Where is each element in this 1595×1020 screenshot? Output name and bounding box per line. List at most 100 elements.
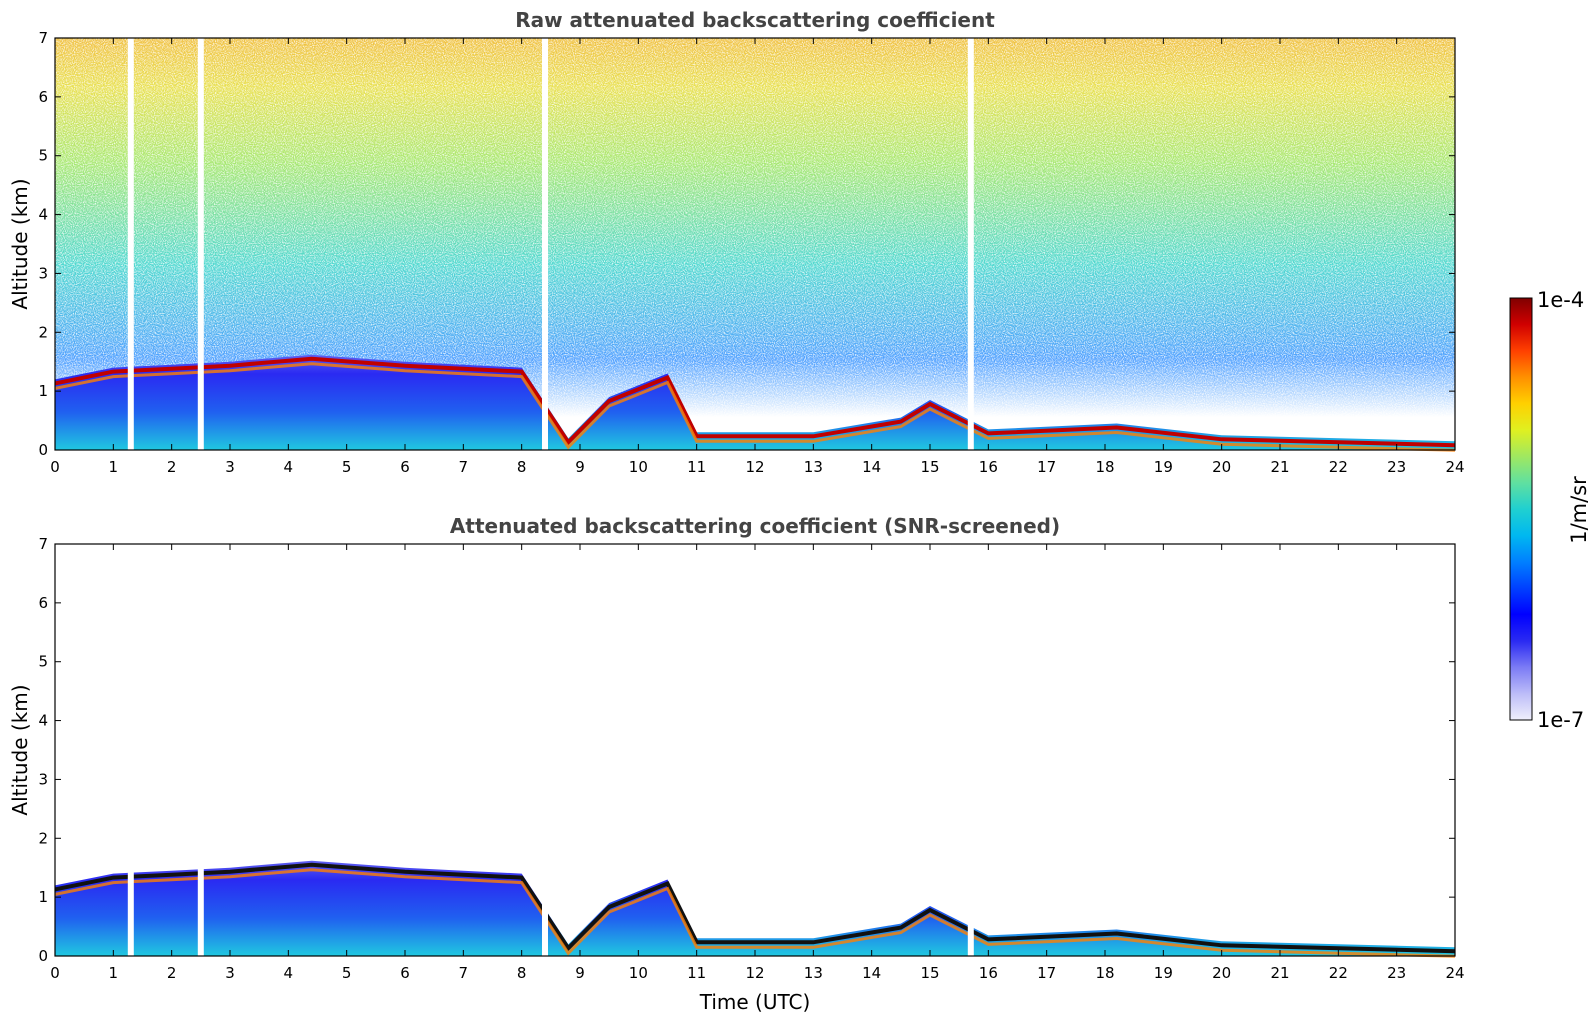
- x-tick-label: 5: [342, 964, 352, 982]
- raw-data-gaps: [127, 38, 974, 450]
- y-tick-label: 2: [38, 829, 48, 847]
- y-tick-label: 7: [38, 29, 48, 47]
- data-gap: [197, 38, 204, 450]
- y-tick-label: 0: [38, 441, 48, 459]
- screened-panel: Attenuated backscattering coefficient (S…: [8, 514, 1465, 1014]
- x-tick-label: 9: [575, 964, 585, 982]
- x-tick-label: 12: [745, 964, 764, 982]
- x-tick-label: 0: [50, 964, 60, 982]
- data-gap: [542, 544, 548, 956]
- x-tick-label: 19: [1154, 458, 1173, 476]
- raw-y-axis: 0 1 2 3 4 5 6 7: [38, 29, 1455, 459]
- y-tick-label: 3: [38, 770, 48, 788]
- x-tick-label: 11: [687, 964, 706, 982]
- y-tick-label: 6: [38, 594, 48, 612]
- x-tick-label: 8: [517, 458, 527, 476]
- x-tick-label: 5: [342, 458, 352, 476]
- data-gap: [967, 38, 974, 450]
- x-tick-label: 12: [745, 458, 764, 476]
- y-tick-label: 2: [38, 323, 48, 341]
- x-tick-label: 19: [1154, 964, 1173, 982]
- x-tick-label: 13: [804, 964, 823, 982]
- y-tick-label: 5: [38, 147, 48, 165]
- x-tick-label: 14: [862, 458, 881, 476]
- raw-y-axis-label: Altitude (km): [8, 178, 32, 309]
- y-tick-label: 5: [38, 653, 48, 671]
- x-tick-label: 21: [1270, 964, 1289, 982]
- x-tick-label: 11: [687, 458, 706, 476]
- x-tick-label: 7: [459, 458, 469, 476]
- x-tick-label: 15: [920, 964, 939, 982]
- x-tick-label: 16: [979, 964, 998, 982]
- raw-heatmap: [54, 38, 1456, 452]
- x-axis-label: Time (UTC): [699, 990, 811, 1014]
- data-gap: [127, 544, 134, 956]
- x-tick-label: 16: [979, 458, 998, 476]
- y-tick-label: 4: [38, 712, 48, 730]
- x-tick-label: 23: [1387, 458, 1406, 476]
- x-tick-label: 20: [1212, 458, 1231, 476]
- raw-panel-title: Raw attenuated backscattering coefficien…: [515, 8, 995, 32]
- colorbar-unit-label: 1/m/sr: [1567, 476, 1591, 544]
- data-gap: [967, 544, 974, 956]
- boundary-layer-top: [54, 356, 1456, 448]
- x-tick-label: 3: [225, 458, 235, 476]
- screened-y-axis-label: Altitude (km): [8, 684, 32, 815]
- x-tick-label: 7: [459, 964, 469, 982]
- data-gap: [127, 38, 134, 450]
- x-tick-label: 2: [167, 964, 177, 982]
- y-tick-label: 7: [38, 535, 48, 553]
- x-tick-label: 15: [920, 458, 939, 476]
- colorbar: 1e-4 1e-7 1/m/sr: [1509, 288, 1591, 732]
- x-tick-label: 1: [109, 964, 119, 982]
- y-tick-label: 1: [38, 382, 48, 400]
- screened-x-axis: 0 1 2 3 4 5 6 7 8 9 10 11 12 13 14 15 16 17 18 19 20 21 22 23 24: [50, 544, 1465, 982]
- boundary-layer-edge: [54, 868, 1456, 958]
- x-tick-label: 4: [284, 964, 294, 982]
- x-tick-label: 4: [284, 458, 294, 476]
- screened-boundary-layer: [54, 860, 1456, 958]
- colorbar-scale: [1509, 297, 1533, 721]
- x-tick-label: 2: [167, 458, 177, 476]
- x-tick-label: 20: [1212, 964, 1231, 982]
- x-tick-label: 6: [400, 964, 410, 982]
- x-tick-label: 13: [804, 458, 823, 476]
- screened-y-axis: 0 1 2 3 4 5 6 7: [38, 535, 1455, 965]
- screened-heatmap: [54, 544, 1456, 958]
- y-tick-label: 3: [38, 264, 48, 282]
- x-tick-label: 23: [1387, 964, 1406, 982]
- x-tick-label: 18: [1095, 964, 1114, 982]
- boundary-layer-edge: [54, 362, 1456, 452]
- x-tick-label: 22: [1329, 458, 1348, 476]
- x-tick-label: 10: [629, 458, 648, 476]
- x-tick-label: 6: [400, 458, 410, 476]
- y-tick-label: 1: [38, 888, 48, 906]
- x-tick-label: 22: [1329, 964, 1348, 982]
- screened-panel-title: Attenuated backscattering coefficient (S…: [450, 514, 1060, 538]
- y-tick-label: 6: [38, 88, 48, 106]
- x-tick-label: 3: [225, 964, 235, 982]
- data-gap: [197, 544, 204, 956]
- x-tick-label: 14: [862, 964, 881, 982]
- raw-boundary-layer: [54, 354, 1456, 452]
- x-tick-label: 24: [1445, 458, 1464, 476]
- x-tick-label: 21: [1270, 458, 1289, 476]
- x-tick-label: 24: [1445, 964, 1464, 982]
- colorbar-min-label: 1e-7: [1537, 708, 1584, 732]
- boundary-layer-top: [54, 862, 1456, 954]
- raw-panel: Raw attenuated backscattering coefficien…: [8, 8, 1465, 476]
- colorbar-max-label: 1e-4: [1537, 288, 1584, 312]
- x-tick-label: 8: [517, 964, 527, 982]
- raw-x-axis: 0 1 2 3 4 5 6 7 8 9 10 11 12 13 14 15 16 17 18 19 20 21 22 23 24: [50, 38, 1465, 476]
- x-tick-label: 10: [629, 964, 648, 982]
- screened-data-gaps: [127, 544, 974, 956]
- data-gap: [542, 38, 548, 450]
- x-tick-label: 0: [50, 458, 60, 476]
- x-tick-label: 17: [1037, 964, 1056, 982]
- x-tick-label: 9: [575, 458, 585, 476]
- y-tick-label: 4: [38, 206, 48, 224]
- y-tick-label: 0: [38, 947, 48, 965]
- x-tick-label: 17: [1037, 458, 1056, 476]
- x-tick-label: 1: [109, 458, 119, 476]
